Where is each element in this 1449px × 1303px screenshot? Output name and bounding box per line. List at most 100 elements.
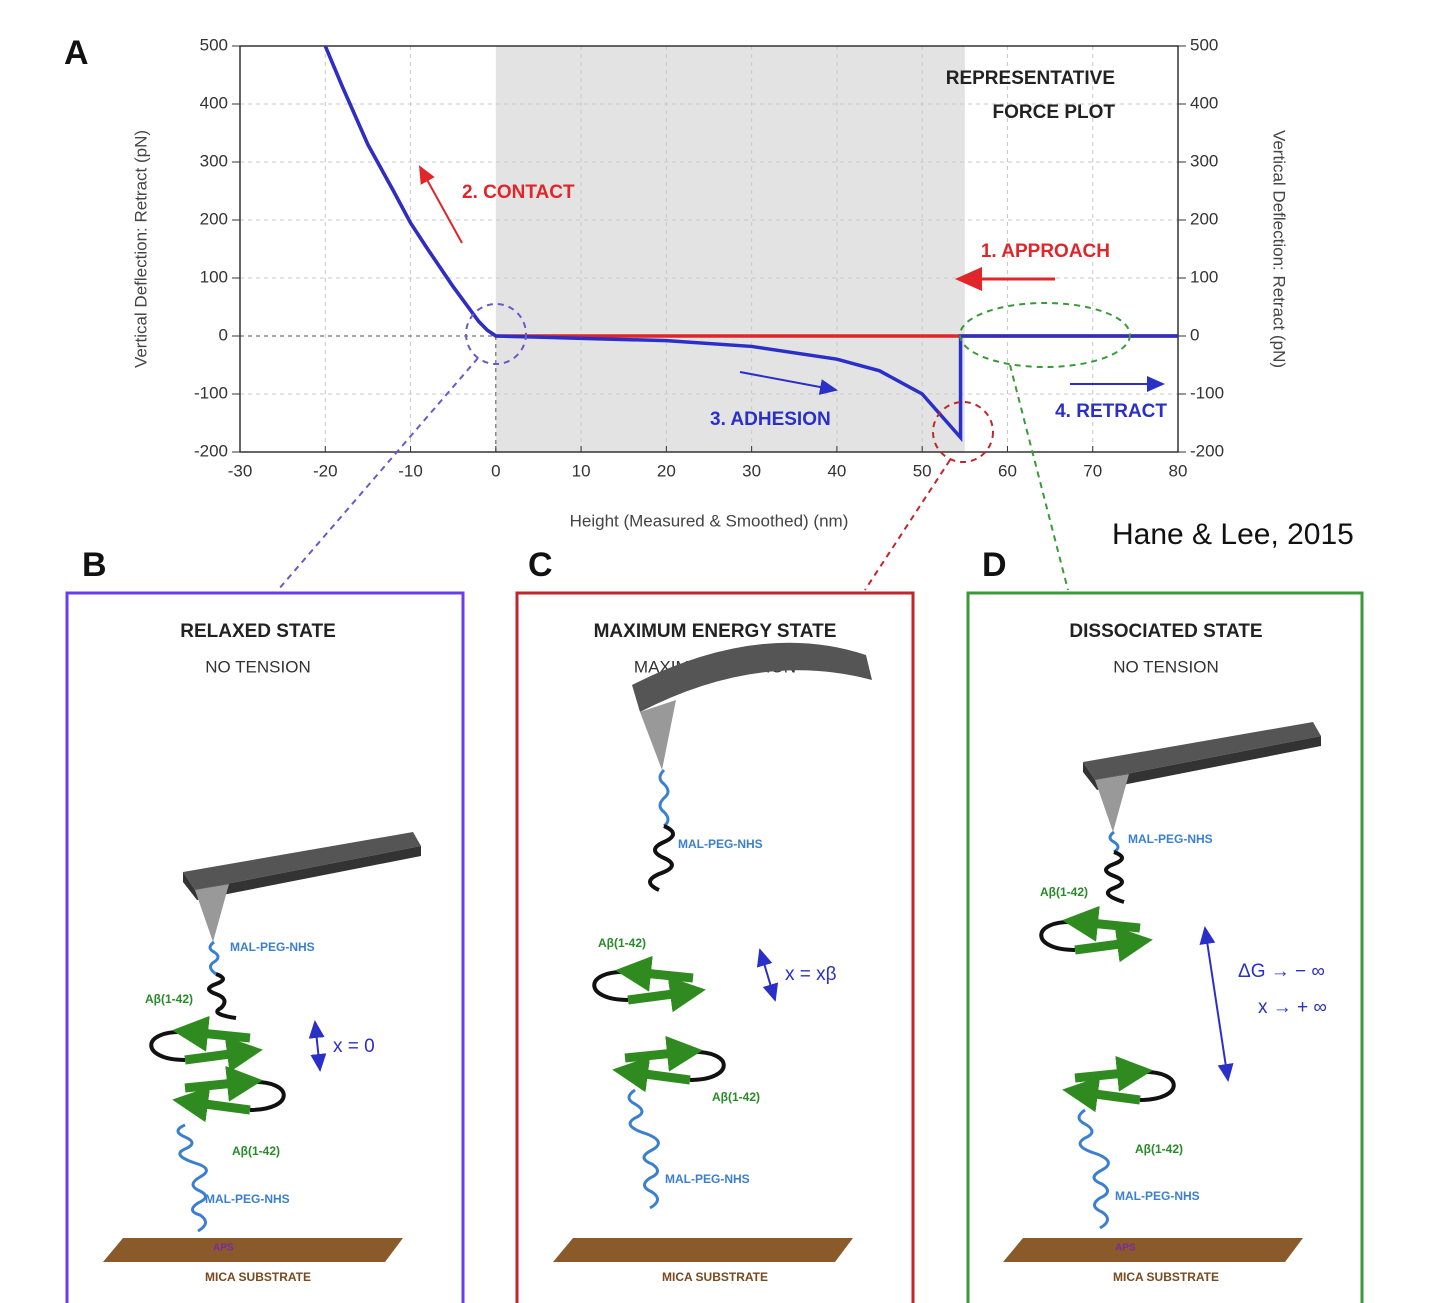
linker: [208, 940, 220, 976]
linker: [658, 768, 670, 828]
hairpin: [151, 1032, 250, 1060]
panel-frame: [966, 591, 1364, 1303]
x-tick-label: 0: [491, 461, 500, 480]
panel-label: B: [82, 546, 107, 584]
connector: [1009, 364, 1069, 591]
linker: [627, 1088, 660, 1210]
annotation: 3. ADHESION: [710, 409, 831, 430]
peptide-chain: [1104, 850, 1125, 904]
adhesion-arrow: [739, 371, 838, 395]
x-tick-label: -30: [228, 461, 253, 480]
substrate-label: MICA SUBSTRATE: [1113, 1270, 1219, 1284]
x-axis-label: Height (Measured & Smoothed) (nm): [570, 511, 849, 530]
y2-tick-label: 400: [1190, 93, 1218, 112]
linker-label: MAL-PEG-NHS: [678, 837, 763, 851]
linker: [1077, 1108, 1110, 1230]
peptide-label: Aβ(1-42): [145, 992, 193, 1006]
panel-d: D DISSOCIATED STATE NO TENSION MAL-PEG-N…: [966, 546, 1364, 1303]
substrate: [103, 1238, 403, 1262]
x-tick-label: 40: [827, 461, 846, 480]
chart-title: FORCE PLOT: [993, 102, 1116, 123]
peptide-label: Aβ(1-42): [712, 1090, 760, 1104]
peptide-label: Aβ(1-42): [598, 936, 646, 950]
relaxed-highlight: [465, 303, 527, 365]
linker-label: MAL-PEG-NHS: [1128, 832, 1213, 846]
y-tick-label: 200: [200, 209, 228, 228]
peptide-chain: [648, 824, 675, 892]
substrate: [553, 1238, 853, 1262]
connector: [864, 459, 951, 591]
cantilever-tip: [640, 700, 676, 770]
substrate: [1003, 1238, 1303, 1262]
chart-title: REPRESENTATIVE: [946, 68, 1115, 89]
y2-tick-label: 200: [1190, 209, 1218, 228]
x-tick-label: 80: [1169, 461, 1188, 480]
chart: A REPRESENTATIVE FORCE PLOT Height (Meas…: [64, 34, 1289, 531]
x-tick-label: -20: [313, 461, 338, 480]
panel-label: C: [528, 546, 553, 584]
x-tick-label: 20: [657, 461, 676, 480]
linker-label: MAL-PEG-NHS: [665, 1172, 750, 1186]
hairpin: [1075, 1072, 1174, 1100]
panel-subtitle: NO TENSION: [205, 657, 310, 676]
cantilever: [632, 642, 872, 712]
peptide-label: Aβ(1-42): [232, 1144, 280, 1158]
y-tick-label: 400: [200, 93, 228, 112]
linker-label: MAL-PEG-NHS: [1115, 1189, 1200, 1203]
peptide-chain: [207, 972, 237, 1020]
y2-tick-label: 100: [1190, 267, 1218, 286]
linker: [1108, 830, 1120, 854]
x-tick-label: 70: [1083, 461, 1102, 480]
shaded-region: [495, 46, 965, 452]
hairpin: [625, 1052, 724, 1080]
x-tick-label: 50: [913, 461, 932, 480]
panel-title: RELAXED STATE: [180, 621, 336, 642]
distance-label: ΔG → − ∞: [1238, 961, 1325, 982]
substrate-label: MICA SUBSTRATE: [662, 1270, 768, 1284]
x-tick-label: 30: [742, 461, 761, 480]
y2-tick-label: -100: [1190, 383, 1224, 402]
y-tick-label: 100: [200, 267, 228, 286]
y2-axis-label: Vertical Deflection: Retract (pN): [1270, 130, 1289, 368]
distance-label: x = xβ: [785, 964, 837, 985]
y-tick-label: 0: [219, 325, 228, 344]
contact-arrow: [419, 165, 463, 244]
anchor-label: APS: [1115, 1243, 1136, 1254]
panel-title: DISSOCIATED STATE: [1069, 621, 1262, 642]
panel-subtitle: NO TENSION: [1113, 657, 1218, 676]
cantilever: [183, 832, 421, 942]
x-tick-label: 60: [998, 461, 1017, 480]
y2-tick-label: 0: [1190, 325, 1199, 344]
linker: [176, 1123, 208, 1233]
series-label: 4. RETRACT: [1055, 401, 1167, 422]
linker-label: MAL-PEG-NHS: [230, 940, 315, 954]
y2-tick-label: 300: [1190, 151, 1218, 170]
distance-arrow: [1199, 926, 1234, 1082]
distance-label: x → + ∞: [1258, 997, 1327, 1018]
panel-title: MAXIMUM ENERGY STATE: [594, 621, 837, 642]
panel-frame: [65, 591, 465, 1303]
series-label: 1. APPROACH: [981, 241, 1110, 262]
panel-label: D: [982, 546, 1007, 584]
hairpin: [1041, 922, 1140, 950]
y-tick-label: 500: [200, 35, 228, 54]
x-tick-label: -10: [398, 461, 423, 480]
peptide-label: Aβ(1-42): [1135, 1142, 1183, 1156]
citation: Hane & Lee, 2015: [1112, 518, 1354, 551]
cantilever: [1083, 722, 1321, 832]
plot-frame: [239, 45, 1179, 453]
hairpin: [185, 1082, 284, 1110]
panel-label: A: [64, 34, 89, 72]
anchor-label: APS: [213, 1243, 234, 1254]
hairpin: [594, 972, 693, 1000]
panel-b: B RELAXED STATE NO TENSION MAL-PEG-NHS A…: [65, 546, 465, 1303]
distance-arrow: [308, 1020, 327, 1072]
y-tick-label: -200: [194, 441, 228, 460]
panel-c: C MAXIMUM ENERGY STATE MAXIMUM TENSION M…: [515, 546, 915, 1303]
connector: [277, 357, 479, 591]
y-tick-label: 300: [200, 151, 228, 170]
substrate-label: MICA SUBSTRATE: [205, 1270, 311, 1284]
